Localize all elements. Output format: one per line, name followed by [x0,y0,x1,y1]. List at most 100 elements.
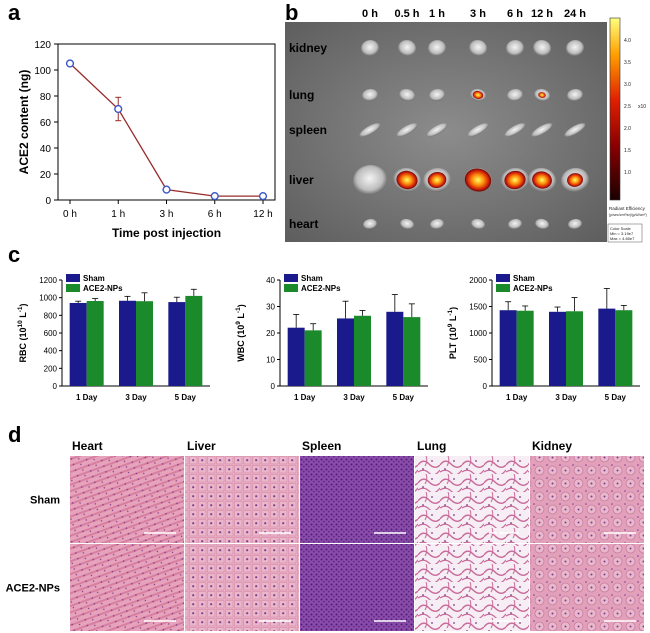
fluorescence-signal [472,90,484,100]
legend-label: Sham [83,274,105,283]
y-axis-label: PLT (109 L-1) [447,307,458,359]
y-tick-label: 1200 [39,276,57,285]
legend-swatch [66,274,80,282]
colorbar-tick-label: 3.5 [624,60,631,66]
histology-header-lung: Lung [417,439,446,453]
organ-heart [535,218,549,230]
organ-spleen [426,123,448,137]
time-label: 0 h [362,8,378,20]
legend-label: Sham [301,274,323,283]
bar-ace2-nps [354,315,371,386]
histology-grid: Heart Liver Spleen Lung Kidney Sham ACE2-NPs [6,439,644,631]
histology-header-spleen: Spleen [302,439,341,453]
bar-sham [337,318,354,386]
histology-tile-heart [70,544,184,631]
legend-swatch [284,284,298,292]
histology-tile-liver [185,544,299,631]
organ-kidney [566,39,584,57]
histology-tile-kidney [530,456,644,543]
y-tick-label: 40 [266,276,275,285]
organ-heart [400,218,414,230]
organ-label: liver [289,173,314,187]
ace2-content-line-chart: 0 20 40 60 80 100 120 0 h 1 h 3 h 6 h 12 h Time post… [17,40,276,240]
organ-kidney [398,39,416,57]
histology-tile-kidney [530,544,644,631]
y-tick-label: 800 [44,311,58,320]
colorbar-tick-label: 1.0 [624,170,631,176]
bar-ace2-nps [304,330,322,386]
legend-label: ACE2-NPs [513,284,553,293]
organ-kidney [469,39,487,57]
y-tick-label: 20 [40,170,52,181]
y-tick-label: 10 [266,356,275,365]
bar-ace2-nps [403,317,421,386]
histology-header-kidney: Kidney [532,439,572,453]
bar-sham [386,311,404,386]
histology-tile-spleen [300,544,414,631]
organ-spleen [396,123,418,137]
colorbar-tick-label: 2.0 [624,126,631,132]
y-tick-label: 0 [53,382,58,391]
colorbar-subtitle: (p/sec/cm²/sr)/(µW/cm²) [609,213,647,217]
bar-ace2-nps [86,301,104,386]
organ-heart [430,218,444,230]
organ-spleen [564,123,586,137]
bar-ace2-nps [185,295,203,386]
y-tick-label: 60 [40,118,52,129]
organ-kidney [361,39,379,57]
fluorescence-signal [464,168,492,192]
y-axis-label: ACE2 content (ng) [17,70,31,175]
y-tick-label: 500 [474,356,488,365]
y-tick-label: 20 [266,329,275,338]
bar-ace2-nps [136,301,153,386]
data-point [210,192,219,201]
data-point [162,185,171,194]
time-label: 6 h [507,8,523,20]
x-tick-label: 6 h [208,209,222,220]
x-tick-label: 5 Day [605,393,627,402]
bar-sham [499,310,517,386]
bar-ace2-nps [615,310,633,386]
y-tick-label: 40 [40,144,52,155]
histology-tile-liver [185,456,299,543]
colorbar [609,17,621,201]
organ-spleen [531,123,553,137]
histology-tile-spleen [300,456,414,543]
organ-label: lung [289,88,314,102]
x-tick-label: 5 Day [393,393,415,402]
y-tick-label: 1500 [469,303,487,312]
data-point [258,192,268,201]
time-label: 0.5 h [394,8,419,20]
y-tick-label: 1000 [39,294,57,303]
time-label: 1 h [429,8,445,20]
colorbar-tick-label: 3.0 [624,82,631,88]
y-tick-label: 2000 [469,276,487,285]
legend-swatch [496,274,510,282]
color-scale-box [607,223,643,243]
x-tick-label: 1 h [111,209,125,220]
y-tick-label: 80 [40,92,52,103]
colorbar-exponent: x10 [638,104,646,110]
colorbar-tick-label: 1.5 [624,148,631,154]
organ-spleen [359,123,381,137]
x-tick-label: 3 Day [343,393,365,402]
bar-sham [598,308,616,386]
histology-row-label: ACE2-NPs [6,583,60,595]
x-tick-label: 1 Day [294,393,316,402]
y-tick-label: 600 [44,329,58,338]
organ-label: kidney [289,41,327,55]
organ-lung [362,88,378,102]
histology-tile-lung [415,544,529,631]
bar-sham [549,311,566,386]
organ-heart [508,218,522,230]
legend-label: Sham [513,274,535,283]
y-tick-label: 120 [34,40,51,51]
organ-lung [399,88,415,102]
y-tick-label: 400 [44,347,58,356]
imaging-background [285,22,607,242]
histology-header-heart: Heart [72,439,103,453]
histology-tile-heart [70,456,184,543]
x-tick-label: 0 h [63,209,77,220]
color-scale-min: Min = 3.19e7 [610,231,634,236]
